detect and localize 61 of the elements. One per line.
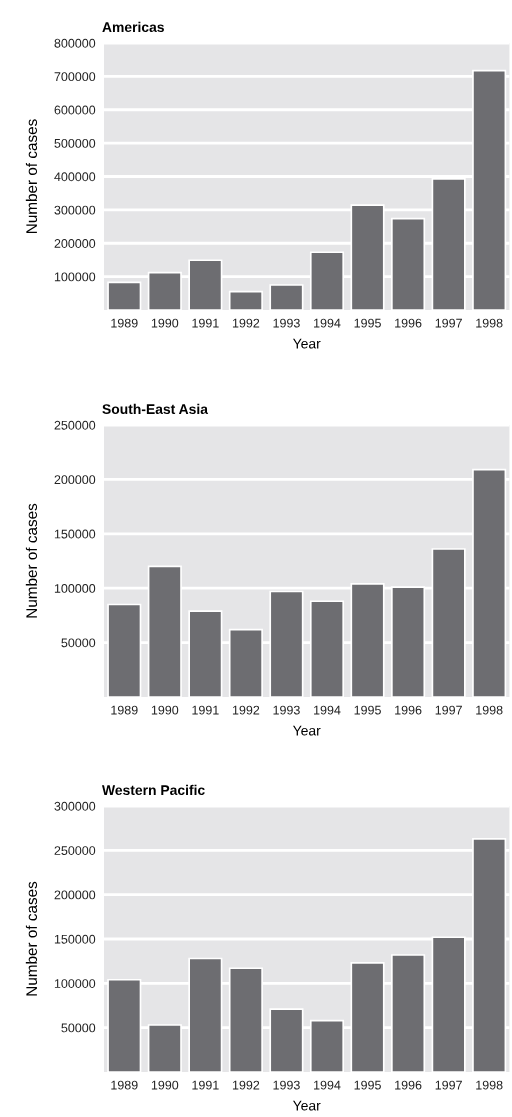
y-axis-title: Number of cases bbox=[25, 119, 38, 233]
y-tick-label: 200000 bbox=[54, 890, 96, 900]
y-tick-label: 500000 bbox=[54, 138, 96, 148]
y-tick-label: 200000 bbox=[54, 239, 96, 248]
x-tick-label: 1990 bbox=[151, 1080, 179, 1090]
y-tick-label: 600000 bbox=[54, 105, 96, 115]
x-tick-label: 1996 bbox=[395, 705, 422, 715]
x-tick-label: 1990 bbox=[151, 318, 179, 328]
x-tick-label: 1991 bbox=[192, 1080, 219, 1090]
y-tick-label: 300000 bbox=[54, 801, 96, 811]
x-tick-label: 1995 bbox=[354, 318, 381, 328]
y-tick-label: 250000 bbox=[54, 846, 96, 855]
bar bbox=[269, 284, 304, 310]
y-tick-label: 150000 bbox=[54, 529, 96, 539]
x-tick-label: 1994 bbox=[314, 1080, 341, 1090]
x-tick-label: 1992 bbox=[232, 318, 260, 328]
x-tick-label: 1997 bbox=[435, 705, 462, 715]
y-tick-label: 50000 bbox=[61, 638, 96, 648]
x-tick-label: 1993 bbox=[273, 318, 300, 328]
y-tick-label: 100000 bbox=[54, 584, 96, 593]
y-tick-label: 150000 bbox=[54, 934, 96, 944]
y-tick-label: 300000 bbox=[54, 205, 96, 215]
x-tick-label: 1991 bbox=[192, 318, 219, 328]
y-tick-label: 100000 bbox=[54, 979, 96, 988]
chart-title: Western Pacific bbox=[101, 784, 205, 796]
x-tick-label: 1992 bbox=[232, 1080, 260, 1090]
x-tick-label: 1995 bbox=[354, 1080, 381, 1090]
y-tick-label: 250000 bbox=[54, 420, 96, 430]
x-tick-label: 1998 bbox=[476, 1080, 503, 1090]
x-axis-title: Year bbox=[292, 338, 321, 349]
y-tick-label: 400000 bbox=[54, 172, 96, 182]
y-tick-label: 700000 bbox=[54, 72, 96, 82]
x-tick-label: 1998 bbox=[476, 705, 503, 715]
x-tick-label: 1994 bbox=[314, 705, 341, 715]
y-axis-title: Number of cases bbox=[25, 503, 38, 618]
y-tick-label: 200000 bbox=[54, 475, 96, 485]
x-tick-label: 1990 bbox=[151, 705, 179, 715]
x-tick-label: 1991 bbox=[192, 705, 219, 715]
x-tick-label: 1996 bbox=[395, 318, 422, 328]
x-tick-label: 1989 bbox=[111, 1080, 138, 1090]
x-tick-label: 1995 bbox=[354, 705, 381, 715]
x-tick-label: 1997 bbox=[435, 1080, 462, 1090]
x-tick-label: 1997 bbox=[435, 318, 462, 328]
x-tick-label: 1992 bbox=[232, 705, 260, 715]
y-tick-label: 100000 bbox=[54, 272, 96, 282]
x-tick-label: 1989 bbox=[111, 318, 138, 328]
chart-title: Americas bbox=[102, 21, 164, 33]
chart-title: South-East Asia bbox=[102, 403, 209, 415]
x-axis-title: Year bbox=[292, 725, 321, 736]
x-tick-label: 1993 bbox=[273, 1080, 300, 1090]
y-tick-label: 50000 bbox=[61, 1023, 96, 1033]
x-axis-title: Year bbox=[292, 1100, 321, 1111]
bar bbox=[228, 290, 263, 310]
bar bbox=[107, 281, 142, 310]
x-tick-label: 1993 bbox=[273, 705, 300, 715]
y-tick-label: 800000 bbox=[54, 38, 96, 48]
y-axis-title: Number of cases bbox=[25, 881, 38, 996]
x-tick-label: 1994 bbox=[314, 318, 341, 328]
x-tick-label: 1996 bbox=[395, 1080, 422, 1090]
x-tick-label: 1989 bbox=[111, 705, 138, 715]
x-tick-label: 1998 bbox=[476, 318, 503, 328]
